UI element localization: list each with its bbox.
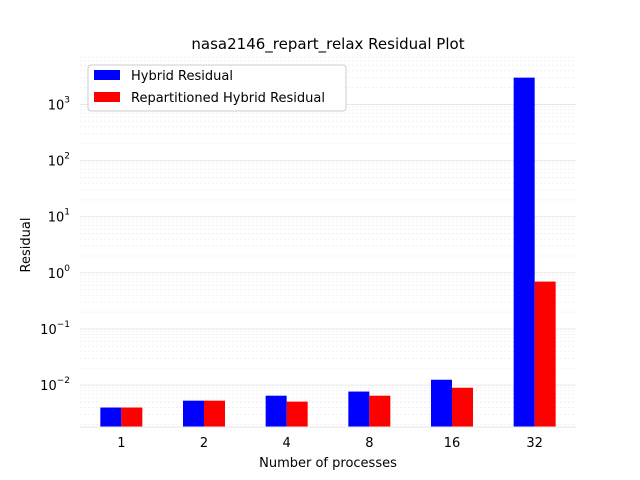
y-axis-label: Residual [19, 218, 34, 273]
legend-label-hybrid: Hybrid Residual [131, 69, 233, 84]
bar-hybrid-2 [183, 400, 204, 427]
legend: Hybrid Residual Repartitioned Hybrid Res… [87, 64, 347, 112]
y-tick-labels: 10−2 10−1 100 101 102 103 [40, 95, 70, 394]
x-axis-label: Number of processes [259, 456, 397, 471]
bar-repartitioned-8 [369, 395, 391, 427]
y-tick-label: 101 [48, 208, 70, 226]
x-tick-labels: 1 2 4 8 16 32 [117, 436, 543, 451]
bars-layer [100, 77, 556, 427]
legend-box [87, 64, 347, 112]
x-tick-label: 8 [365, 436, 373, 451]
x-tick-label: 2 [200, 436, 208, 451]
bar-hybrid-4 [265, 395, 287, 427]
bar-repartitioned-32 [534, 281, 556, 427]
bar-hybrid-16 [431, 379, 452, 427]
y-tick-label: 103 [48, 95, 70, 113]
bar-hybrid-8 [348, 391, 370, 427]
bar-repartitioned-1 [121, 407, 143, 427]
legend-swatch-hybrid [94, 70, 120, 80]
y-tick-label: 102 [48, 152, 70, 170]
y-tick-label: 100 [48, 264, 71, 282]
bar-repartitioned-4 [286, 401, 308, 427]
bar-repartitioned-2 [204, 400, 225, 427]
bar-repartitioned-16 [452, 387, 473, 427]
x-tick-label: 32 [526, 436, 543, 451]
x-tick-label: 4 [283, 436, 291, 451]
x-tick-label: 16 [444, 436, 461, 451]
bar-hybrid-1 [100, 407, 122, 427]
legend-swatch-repartitioned [94, 92, 120, 102]
legend-label-repartitioned: Repartitioned Hybrid Residual [131, 91, 325, 106]
y-tick-label: 10−1 [40, 320, 70, 338]
bar-hybrid-32 [513, 77, 535, 427]
x-tick-label: 1 [117, 436, 125, 451]
chart-title: nasa2146_repart_relax Residual Plot [191, 35, 464, 54]
y-tick-label: 10−2 [40, 376, 70, 394]
